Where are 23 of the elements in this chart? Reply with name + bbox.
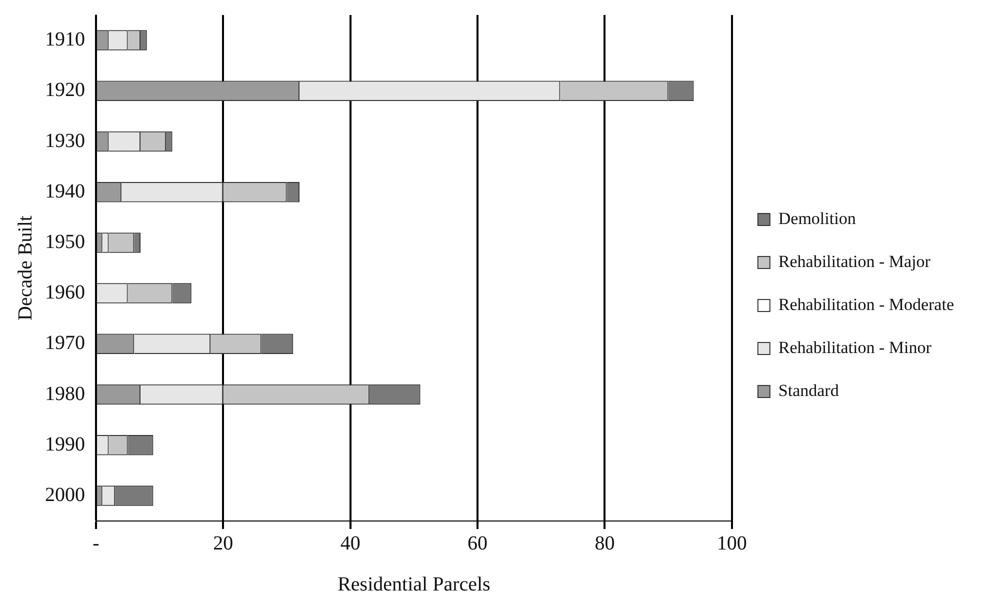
x-tick-label: 100 (716, 532, 747, 554)
x-tick-label: 40 (340, 532, 360, 554)
y-tick-label: 1920 (45, 79, 85, 102)
y-tick-label: 1910 (45, 28, 85, 51)
x-tick-label: 80 (594, 532, 615, 554)
y-tick-label: 1930 (45, 130, 85, 152)
y-tick-label: 1950 (45, 230, 85, 253)
legend-label: Rehabilitation - Minor (778, 338, 932, 357)
legend-label: Demolition (778, 208, 856, 228)
y-tick-label: 1990 (45, 433, 85, 456)
legend-label: Rehabilitation - Moderate (778, 294, 954, 314)
x-tick-label: - (92, 532, 100, 554)
y-axis-title: Decade Built (14, 215, 36, 320)
y-tick-label: 1980 (45, 382, 85, 405)
legend-label: Standard (778, 380, 840, 400)
y-tick-label: 1970 (45, 332, 85, 354)
y-tick-label: 1960 (45, 282, 85, 304)
y-tick-label: 2000 (45, 484, 85, 506)
x-axis-title: Residential Parcels (338, 573, 491, 596)
y-tick-label: 1940 (45, 180, 85, 202)
legend-label: Rehabilitation - Major (778, 252, 931, 271)
x-tick-label: 60 (468, 532, 488, 554)
x-tick-label: 20 (213, 532, 234, 554)
